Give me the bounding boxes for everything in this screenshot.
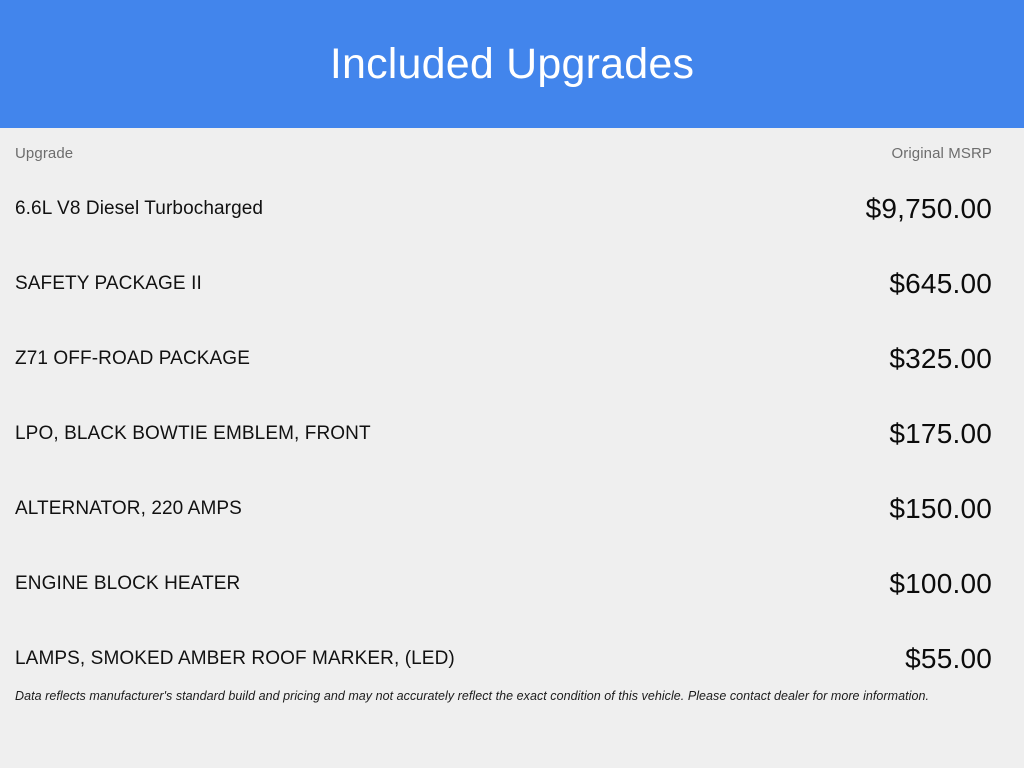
upgrade-price: $325.00 [889,342,992,374]
upgrade-name: Z71 OFF-ROAD PACKAGE [15,347,250,369]
upgrade-price: $175.00 [889,417,992,449]
upgrades-table: Upgrade Original MSRP 6.6L V8 Diesel Tur… [0,128,1024,768]
table-row: Z71 OFF-ROAD PACKAGE $325.00 [15,321,992,396]
table-row: 6.6L V8 Diesel Turbocharged $9,750.00 [15,171,992,246]
upgrade-price: $150.00 [889,492,992,524]
table-row: SAFETY PACKAGE II $645.00 [15,246,992,321]
table-row: ALTERNATOR, 220 AMPS $150.00 [15,471,992,546]
page-title: Included Upgrades [329,39,695,88]
upgrade-price: $55.00 [905,642,992,674]
upgrade-price: $645.00 [889,267,992,299]
table-row: LAMPS, SMOKED AMBER ROOF MARKER, (LED) $… [15,621,992,696]
upgrade-price: $9,750.00 [865,192,992,224]
upgrade-name: 6.6L V8 Diesel Turbocharged [15,197,264,219]
upgrade-name: ENGINE BLOCK HEATER [15,572,241,594]
upgrade-price: $100.00 [889,567,992,599]
upgrade-name: ALTERNATOR, 220 AMPS [15,497,242,519]
upgrade-name: LAMPS, SMOKED AMBER ROOF MARKER, (LED) [15,647,455,669]
page-header-banner: Included Upgrades [0,0,1024,128]
column-header-upgrade: Upgrade [15,145,74,162]
table-rows: 6.6L V8 Diesel Turbocharged $9,750.00 SA… [15,171,992,696]
table-row: ENGINE BLOCK HEATER $100.00 [15,546,992,621]
column-header-msrp: Original MSRP [891,145,992,162]
upgrade-name: SAFETY PACKAGE II [15,272,202,294]
disclaimer-text: Data reflects manufacturer's standard bu… [15,689,929,703]
table-column-headers: Upgrade Original MSRP [15,128,992,171]
table-row: LPO, BLACK BOWTIE EMBLEM, FRONT $175.00 [15,396,992,471]
upgrade-name: LPO, BLACK BOWTIE EMBLEM, FRONT [15,422,371,444]
